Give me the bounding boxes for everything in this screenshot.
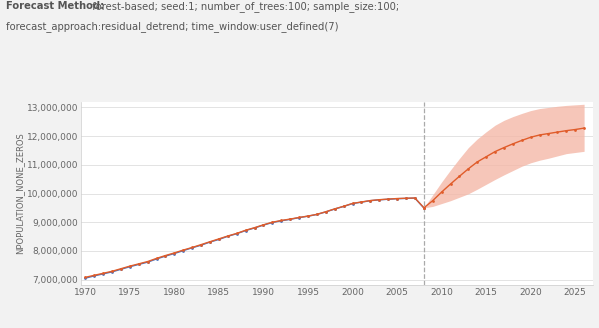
Text: forest-based; seed:1; number_of_trees:100; sample_size:100;: forest-based; seed:1; number_of_trees:10…: [89, 1, 399, 11]
Text: forecast_approach:residual_detrend; time_window:user_defined(7): forecast_approach:residual_detrend; time…: [6, 21, 338, 32]
Y-axis label: NPOPULATION_NONE_ZEROS: NPOPULATION_NONE_ZEROS: [15, 133, 24, 255]
Text: Forecast Method:: Forecast Method:: [6, 1, 104, 10]
